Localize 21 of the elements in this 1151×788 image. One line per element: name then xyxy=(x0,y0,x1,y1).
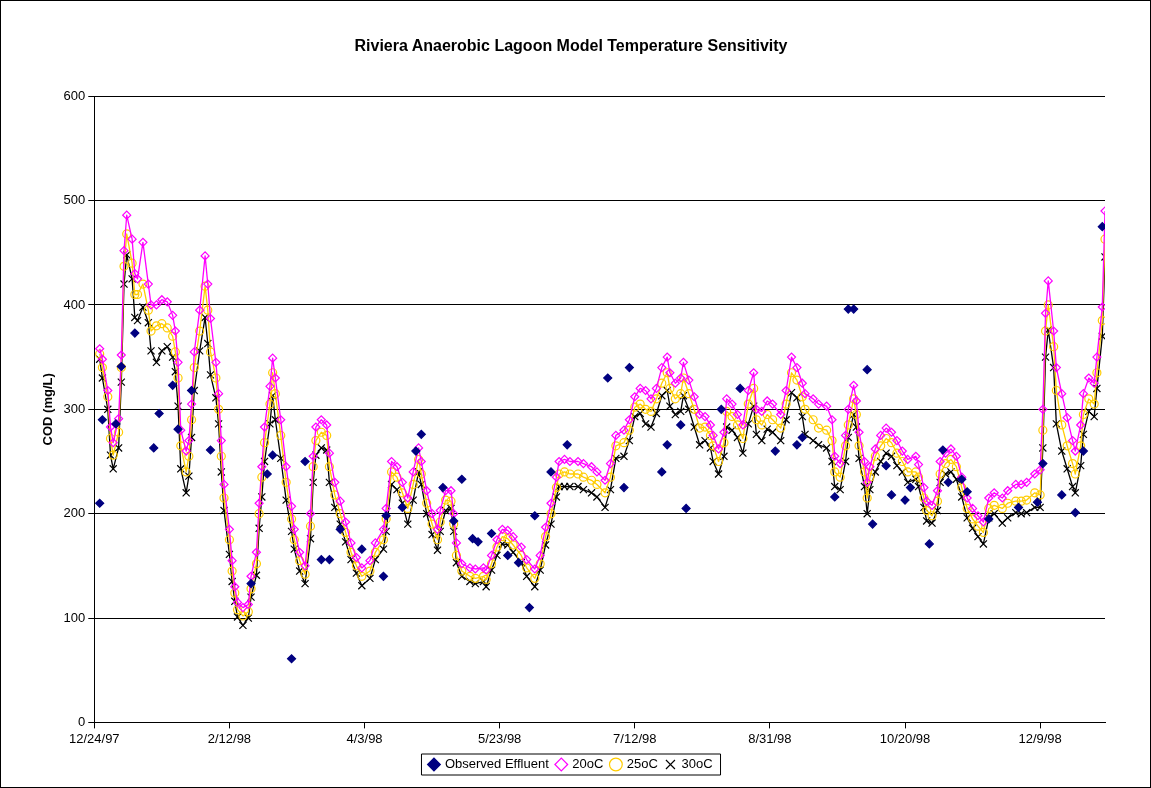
y-axis-title: COD (mg/L) xyxy=(40,373,56,446)
y-tick-label: 300 xyxy=(63,400,86,416)
x-tick-label: 2/12/98 xyxy=(207,730,252,746)
y-tick-label: 400 xyxy=(63,296,86,312)
x-tick-label: 8/31/98 xyxy=(748,730,792,746)
y-tick-label: 0 xyxy=(78,713,86,729)
y-tick-label: 500 xyxy=(63,192,86,208)
x-tick-label: 12/9/98 xyxy=(1018,730,1062,746)
y-tick-label: 600 xyxy=(63,87,86,103)
x-tick-label: 12/24/97 xyxy=(68,730,120,746)
y-tick-label: 200 xyxy=(63,505,86,521)
legend-label: Observed Effluent xyxy=(444,756,550,772)
x-tick-label: 5/23/98 xyxy=(477,730,522,746)
x-tick-label: 7/12/98 xyxy=(613,730,657,746)
x-tick-label: 10/20/98 xyxy=(879,730,931,746)
legend-label: 25oC xyxy=(626,756,658,772)
chart-title: Riviera Anaerobic Lagoon Model Temperature Sensitivity xyxy=(354,37,788,55)
x-tick-label: 4/3/98 xyxy=(346,730,383,746)
legend-label: 20oC xyxy=(572,756,604,772)
y-tick-label: 100 xyxy=(63,609,86,625)
legend-label: 30oC xyxy=(681,756,713,772)
